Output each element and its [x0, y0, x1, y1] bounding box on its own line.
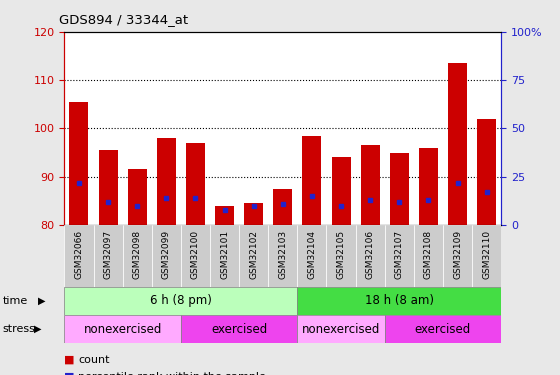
- Bar: [477, 119, 496, 225]
- Text: GSM32106: GSM32106: [366, 230, 375, 279]
- Text: GSM32110: GSM32110: [482, 230, 491, 279]
- Bar: [181, 315, 297, 343]
- Text: ▶: ▶: [34, 324, 41, 334]
- Bar: [157, 138, 176, 225]
- Bar: [361, 146, 380, 225]
- Bar: [356, 225, 385, 287]
- Text: GSM32097: GSM32097: [104, 230, 113, 279]
- Bar: [297, 225, 326, 287]
- Bar: [210, 225, 239, 287]
- Text: exercised: exercised: [211, 322, 267, 336]
- Text: GSM32104: GSM32104: [307, 230, 316, 279]
- Text: GDS894 / 33344_at: GDS894 / 33344_at: [59, 13, 188, 26]
- Bar: [215, 206, 234, 225]
- Bar: [448, 63, 467, 225]
- Bar: [239, 225, 268, 287]
- Bar: [297, 287, 501, 315]
- Bar: [244, 203, 263, 225]
- Bar: [181, 225, 210, 287]
- Bar: [64, 315, 181, 343]
- Bar: [64, 225, 94, 287]
- Text: count: count: [78, 355, 110, 365]
- Text: nonexercised: nonexercised: [302, 322, 380, 336]
- Text: ▶: ▶: [38, 296, 45, 306]
- Bar: [64, 287, 297, 315]
- Text: nonexercised: nonexercised: [83, 322, 162, 336]
- Text: GSM32109: GSM32109: [453, 230, 462, 279]
- Bar: [302, 136, 321, 225]
- Bar: [332, 158, 351, 225]
- Text: GSM32102: GSM32102: [249, 230, 258, 279]
- Bar: [186, 143, 205, 225]
- Text: ■: ■: [64, 355, 75, 365]
- Text: GSM32108: GSM32108: [424, 230, 433, 279]
- Text: GSM32100: GSM32100: [191, 230, 200, 279]
- Text: stress: stress: [3, 324, 36, 334]
- Text: GSM32101: GSM32101: [220, 230, 229, 279]
- Bar: [390, 153, 409, 225]
- Text: ■: ■: [64, 372, 75, 375]
- Text: GSM32098: GSM32098: [133, 230, 142, 279]
- Text: GSM32103: GSM32103: [278, 230, 287, 279]
- Text: 18 h (8 am): 18 h (8 am): [365, 294, 434, 307]
- Text: time: time: [3, 296, 28, 306]
- Text: exercised: exercised: [415, 322, 471, 336]
- Bar: [297, 315, 385, 343]
- Text: percentile rank within the sample: percentile rank within the sample: [78, 372, 266, 375]
- Bar: [443, 225, 472, 287]
- Bar: [419, 148, 438, 225]
- Bar: [326, 225, 356, 287]
- Text: GSM32066: GSM32066: [74, 230, 83, 279]
- Bar: [385, 225, 414, 287]
- Bar: [472, 225, 501, 287]
- Text: 6 h (8 pm): 6 h (8 pm): [150, 294, 212, 307]
- Bar: [273, 189, 292, 225]
- Text: GSM32105: GSM32105: [337, 230, 346, 279]
- Bar: [152, 225, 181, 287]
- Text: GSM32099: GSM32099: [162, 230, 171, 279]
- Bar: [123, 225, 152, 287]
- Bar: [69, 102, 88, 225]
- Bar: [414, 225, 443, 287]
- Bar: [268, 225, 297, 287]
- Bar: [99, 150, 118, 225]
- Bar: [385, 315, 501, 343]
- Bar: [128, 170, 147, 225]
- Text: GSM32107: GSM32107: [395, 230, 404, 279]
- Bar: [94, 225, 123, 287]
